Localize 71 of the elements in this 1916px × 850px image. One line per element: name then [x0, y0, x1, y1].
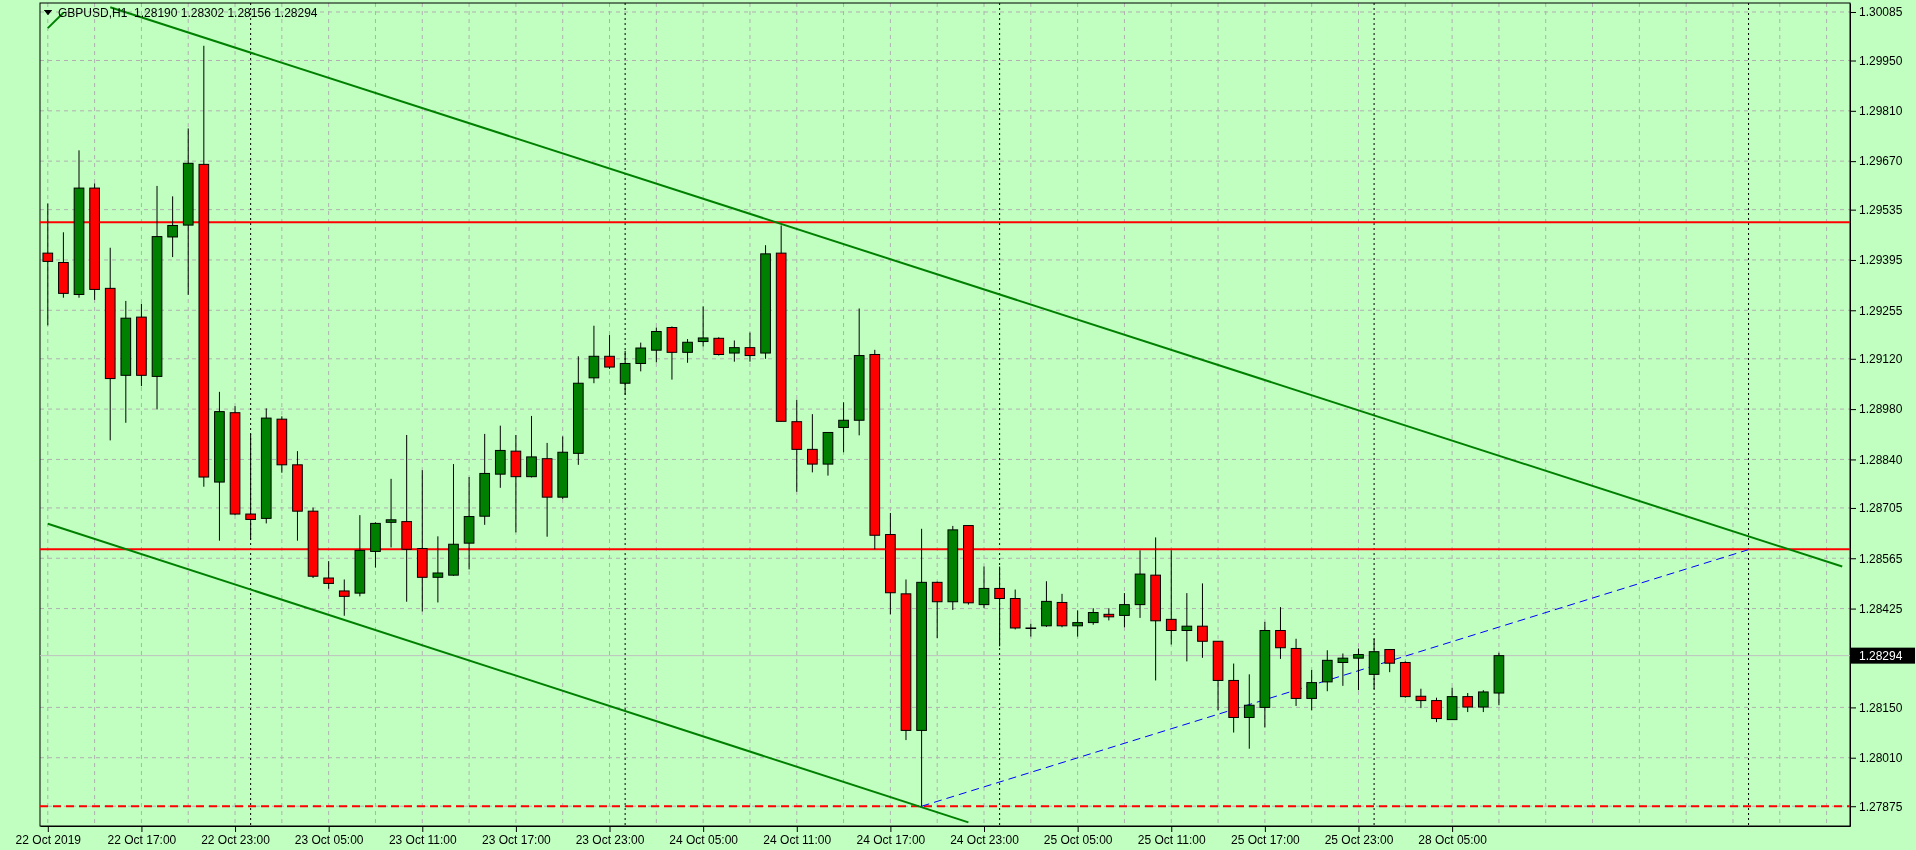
y-tick-label: 1.29535	[1859, 202, 1903, 217]
x-tick-label: 25 Oct 11:00	[1137, 832, 1206, 847]
y-tick-label: 1.28425	[1859, 601, 1903, 616]
y-tick-label: 1.28565	[1859, 551, 1903, 566]
candlestick	[432, 535, 444, 603]
x-tick-label: 23 Oct 11:00	[388, 832, 458, 847]
y-tick-label: 1.29950	[1859, 53, 1903, 68]
candlestick	[1337, 652, 1349, 687]
y-tick-label: 1.29120	[1859, 352, 1903, 367]
candlestick	[635, 342, 647, 372]
x-tick-label: 24 Oct 11:00	[763, 832, 832, 847]
candlestick	[604, 334, 615, 370]
x-tick-label: 25 Oct 23:00	[1324, 832, 1394, 847]
candlestick	[1181, 592, 1193, 662]
candlestick	[1415, 688, 1427, 709]
candlestick	[167, 195, 178, 258]
candlestick	[713, 336, 725, 357]
candlestick	[807, 413, 818, 473]
y-tick-label: 1.28840	[1859, 452, 1903, 467]
x-tick-label: 23 Oct 23:00	[575, 832, 645, 847]
candlestick	[323, 560, 334, 590]
candlestick	[729, 339, 740, 363]
candlestick	[838, 401, 849, 453]
candlestick	[682, 338, 693, 364]
candlestick	[1431, 697, 1442, 723]
candlestick	[1353, 647, 1364, 691]
x-tick-label: 22 Oct 23:00	[201, 832, 271, 847]
candlestick	[978, 566, 990, 609]
x-tick-label: 22 Oct 17:00	[107, 832, 177, 847]
candlestick	[1275, 606, 1286, 660]
y-tick-label: 1.29395	[1859, 253, 1903, 268]
x-tick-label: 24 Oct 05:00	[669, 832, 739, 847]
x-tick-label: 25 Oct 17:00	[1231, 832, 1301, 847]
candlestick	[385, 478, 397, 548]
candlestick	[1243, 673, 1255, 750]
candlestick	[1119, 592, 1130, 628]
candlestick	[338, 578, 350, 617]
candlestick	[1384, 648, 1396, 673]
y-tick-label: 1.30085	[1859, 5, 1903, 20]
x-tick-label: 23 Oct 05:00	[294, 832, 364, 847]
x-tick-label: 24 Oct 17:00	[856, 832, 926, 847]
ref-line-label: 1.28294	[1859, 648, 1903, 663]
x-tick-label: 25 Oct 05:00	[1043, 832, 1113, 847]
y-tick-label: 1.28980	[1859, 402, 1903, 417]
candlestick	[697, 305, 709, 348]
candlestick	[744, 332, 756, 363]
candlestick	[1477, 689, 1489, 713]
candlestick	[494, 425, 506, 489]
y-tick-label: 1.29255	[1859, 303, 1903, 318]
candlestick	[1197, 582, 1208, 659]
candlestick	[526, 415, 537, 478]
candlestick	[588, 325, 600, 384]
candlestick	[931, 581, 943, 639]
y-tick-label: 1.29810	[1859, 104, 1903, 119]
candlestick	[994, 566, 1005, 647]
x-tick-label: 28 Oct 05:00	[1418, 832, 1488, 847]
y-tick-label: 1.29670	[1859, 154, 1903, 169]
candlestick	[1321, 649, 1333, 692]
candlestick	[1306, 669, 1318, 711]
candlestick	[651, 327, 662, 363]
candlestick	[1462, 692, 1474, 713]
y-tick-label: 1.28010	[1859, 751, 1903, 766]
x-tick-label: 23 Oct 17:00	[482, 832, 552, 847]
candlestick	[1072, 609, 1083, 638]
y-tick-label: 1.27875	[1859, 799, 1903, 814]
y-tick-label: 1.28150	[1859, 700, 1903, 715]
candlestick	[1446, 687, 1458, 721]
y-tick-label: 1.28705	[1859, 501, 1903, 516]
x-tick-label: 22 Oct 2019	[15, 832, 82, 847]
candlestick	[1056, 593, 1068, 628]
x-tick-label: 24 Oct 23:00	[950, 832, 1020, 847]
